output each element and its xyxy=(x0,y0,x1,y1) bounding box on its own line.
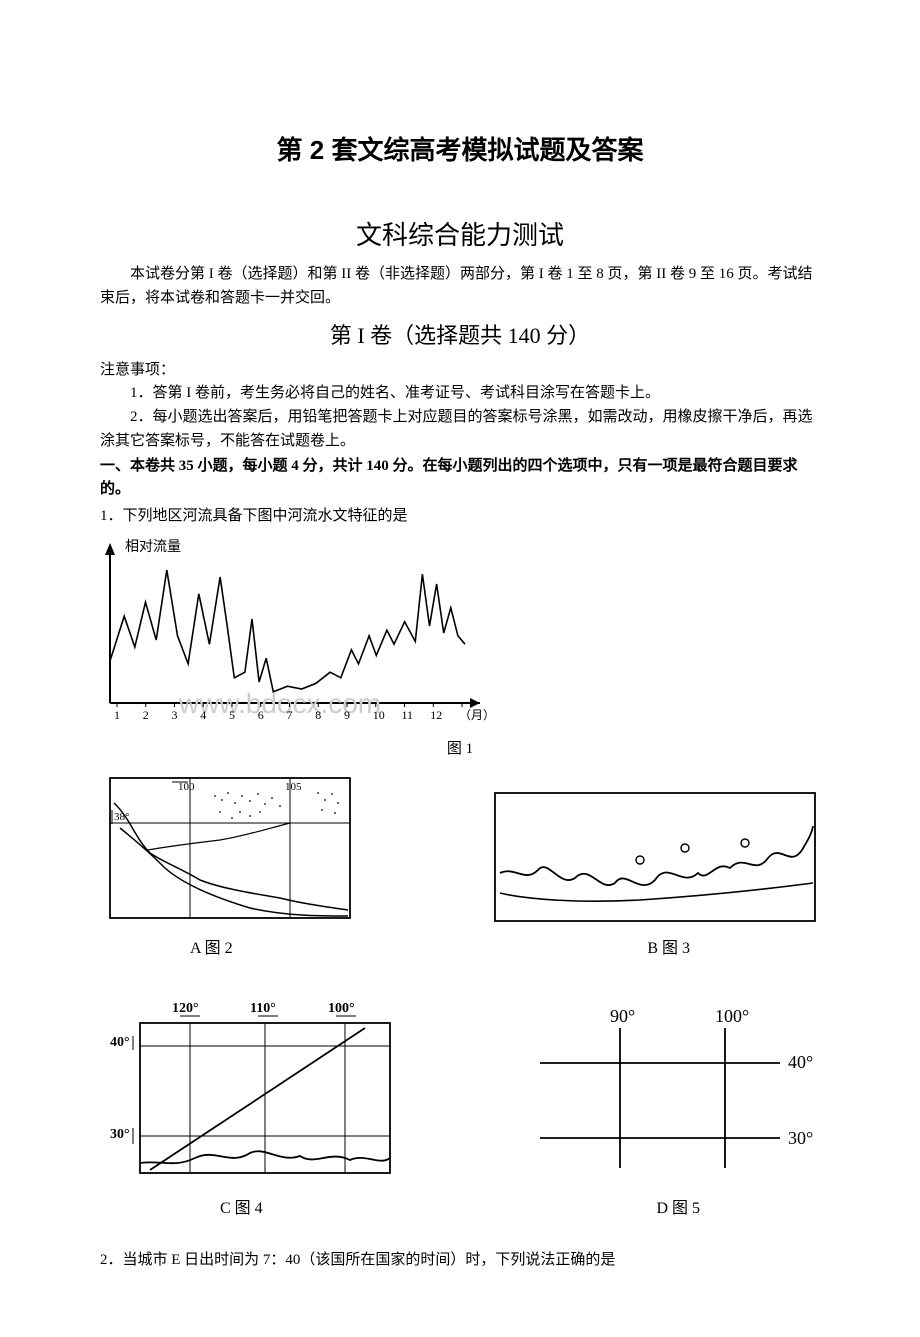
x-tick-label: 3 xyxy=(172,708,178,722)
map-c: 120° 110° 100° 40° 30° xyxy=(100,998,400,1188)
map-c-lat-1: 40° xyxy=(110,1035,130,1050)
x-tick-label: 2 xyxy=(143,708,149,722)
maps-row-cd: 120° 110° 100° 40° 30° 90° 10 xyxy=(100,998,820,1188)
question-2: 2．当城市 E 日出时间为 7：40（该国所在国家的时间）时，下列说法正确的是 xyxy=(100,1248,820,1269)
map-d-lon-1: 90° xyxy=(610,1006,635,1026)
watermark-text: www.bdocx.com xyxy=(178,688,381,719)
map-d-lat-2: 30° xyxy=(788,1128,813,1148)
x-tick-label: 5 xyxy=(229,708,235,722)
question-1: 1．下列地区河流具备下图中河流水文特征的是 xyxy=(100,504,820,525)
map-c-lon-3: 100° xyxy=(328,1001,355,1016)
labels-row-cd: C 图 4 D 图 5 xyxy=(130,1194,790,1218)
x-tick-label: 12 xyxy=(430,708,442,722)
notice-label: 注意事项： xyxy=(100,358,820,379)
map-d-lat-1: 40° xyxy=(788,1052,813,1072)
notice-item-2: 2．每小题选出答案后，用铅笔把答题卡上对应题目的答案标号涂黑，如需改动，用橡皮擦… xyxy=(100,405,820,453)
x-tick-label: 1 xyxy=(114,708,120,722)
x-tick-label: （月） xyxy=(459,708,490,722)
document-title: 第 2 套文综高考模拟试题及答案 xyxy=(70,130,850,167)
x-tick-label: 11 xyxy=(402,708,414,722)
figure-1-chart: 相对流量 www.bdocx.com 123456789101112（月） 图 … xyxy=(70,533,850,758)
figure-1-label: 图 1 xyxy=(70,737,850,758)
main-instruction: 一、本卷共 35 小题，每小题 4 分，共计 140 分。在每小题列出的四个选项… xyxy=(100,455,820,502)
x-tick-label: 8 xyxy=(315,708,321,722)
section-1-title: 第 I 卷（选择题共 140 分） xyxy=(70,318,850,350)
x-tick-label: 6 xyxy=(258,708,264,722)
map-d-label: D 图 5 xyxy=(656,1194,700,1218)
x-tick-label: 10 xyxy=(373,708,385,722)
map-d: 90° 100° 40° 30° xyxy=(520,998,820,1188)
map-c-lon-2: 110° xyxy=(250,1001,276,1016)
map-d-lon-2: 100° xyxy=(715,1006,749,1026)
intro-paragraph: 本试卷分第 I 卷（选择题）和第 II 卷（非选择题）两部分，第 I 卷 1 至… xyxy=(100,262,820,310)
x-tick-label: 4 xyxy=(200,708,206,722)
map-a: 100 105 38° xyxy=(100,768,360,928)
y-axis-label: 相对流量 xyxy=(125,539,181,555)
map-b xyxy=(490,788,820,928)
labels-row-ab: A 图 2 B 图 3 xyxy=(130,934,790,958)
map-c-label: C 图 4 xyxy=(220,1194,263,1218)
x-tick-label: 9 xyxy=(344,708,350,722)
subject-title: 文科综合能力测试 xyxy=(70,215,850,252)
map-c-lat-2: 30° xyxy=(110,1127,130,1142)
map-a-lon-1: 100 xyxy=(178,781,195,793)
map-b-label: B 图 3 xyxy=(647,934,690,958)
map-a-lon-2: 105 xyxy=(285,781,302,793)
x-tick-label: 7 xyxy=(287,708,293,722)
map-c-lon-1: 120° xyxy=(172,1001,199,1016)
notice-item-1: 1．答第 I 卷前，考生务必将自己的姓名、准考证号、考试科目涂写在答题卡上。 xyxy=(100,381,820,405)
map-a-label: A 图 2 xyxy=(190,934,233,958)
maps-row-ab: 100 105 38° xyxy=(100,768,820,928)
